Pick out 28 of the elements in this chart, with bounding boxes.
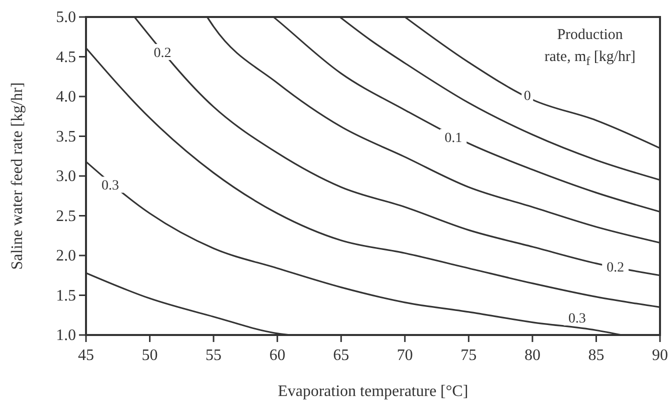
y-tick-label: 4.0 xyxy=(56,88,76,106)
x-tick-label: 75 xyxy=(460,347,477,364)
x-tick-label: 80 xyxy=(524,347,540,364)
y-tick-label: 1.5 xyxy=(56,287,76,304)
annotation: 0.3 xyxy=(101,178,119,194)
x-tick-label: 50 xyxy=(142,347,158,364)
y-tick-label: 2.0 xyxy=(56,248,76,264)
y-tick-label: 5.0 xyxy=(56,9,76,26)
y-tick-label: 3.5 xyxy=(56,128,76,146)
y-tick-label: 2.5 xyxy=(56,208,76,225)
annotation: 0.1 xyxy=(444,131,462,146)
x-tick-label: 55 xyxy=(206,347,222,364)
annotation: Production rate, m$_{f}$ [kg/hr] xyxy=(544,27,636,68)
x-tick-label: 85 xyxy=(588,347,604,364)
annotation: 0 xyxy=(524,88,531,104)
y-tick-label: 4.5 xyxy=(56,48,76,66)
x-tick-label: 70 xyxy=(396,347,413,364)
x-tick-label: 45 xyxy=(78,347,94,364)
x-tick-label: 65 xyxy=(333,347,350,364)
x-axis-title: Evaporation temperature [°C] xyxy=(278,383,468,400)
annotation: 0.2 xyxy=(606,260,624,276)
y-tick-label: 3.0 xyxy=(56,168,76,185)
y-axis-title: Saline water feed rate [kg/hr] xyxy=(9,82,26,270)
annotation: 0.2 xyxy=(154,46,172,61)
annotation: 0.3 xyxy=(568,312,586,327)
x-tick-label: 60 xyxy=(269,347,286,364)
y-tick-label: 1.0 xyxy=(56,327,76,344)
x-tick-label: 90 xyxy=(652,347,668,364)
